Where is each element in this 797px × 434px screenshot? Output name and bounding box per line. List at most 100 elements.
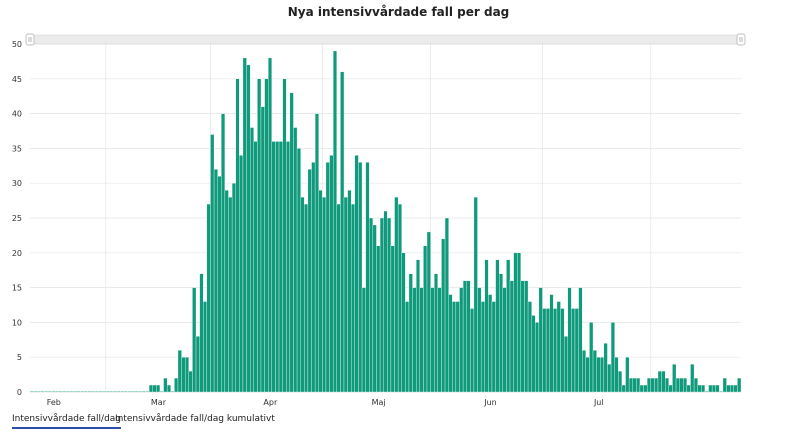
bar[interactable] (358, 162, 363, 393)
bar[interactable] (44, 391, 49, 393)
bar[interactable] (693, 377, 698, 393)
bar[interactable] (188, 370, 193, 393)
bar[interactable] (109, 391, 114, 393)
bar[interactable] (329, 155, 334, 393)
bar[interactable] (444, 217, 449, 393)
bar[interactable] (94, 391, 99, 393)
bar[interactable] (203, 301, 208, 393)
bar[interactable] (65, 391, 70, 393)
bar[interactable] (217, 176, 222, 393)
bar[interactable] (603, 343, 608, 393)
bar[interactable] (152, 384, 157, 393)
bar[interactable] (628, 377, 633, 393)
bar[interactable] (296, 148, 301, 393)
bar[interactable] (426, 231, 431, 393)
bar[interactable] (242, 57, 247, 393)
bar[interactable] (722, 377, 727, 393)
bar[interactable] (354, 155, 359, 393)
bar[interactable] (488, 294, 493, 393)
tab-daily-cases[interactable]: Intensivvårdade fall/dag (12, 414, 122, 429)
bar[interactable] (336, 203, 341, 393)
bar[interactable] (40, 391, 45, 393)
bar[interactable] (159, 391, 164, 393)
bar[interactable] (408, 273, 413, 393)
bar[interactable] (607, 363, 612, 393)
bar[interactable] (704, 391, 709, 393)
bar[interactable] (563, 336, 568, 393)
bar[interactable] (69, 391, 74, 393)
bar[interactable] (376, 245, 381, 393)
bar[interactable] (672, 363, 677, 393)
bar[interactable] (499, 273, 503, 393)
bar[interactable] (325, 162, 330, 393)
bar[interactable] (351, 203, 355, 393)
bar[interactable] (394, 196, 399, 393)
bar[interactable] (278, 141, 283, 393)
bar[interactable] (145, 391, 150, 393)
bar[interactable] (289, 92, 294, 393)
bar[interactable] (726, 384, 731, 393)
bar[interactable] (138, 391, 143, 393)
bar[interactable] (614, 357, 619, 393)
range-slider[interactable] (25, 33, 746, 46)
bar[interactable] (535, 322, 540, 393)
bar[interactable] (466, 280, 471, 393)
bar[interactable] (585, 357, 590, 393)
bar[interactable] (239, 155, 244, 393)
bar[interactable] (502, 287, 507, 393)
bar[interactable] (589, 322, 594, 393)
bar[interactable] (29, 391, 34, 393)
bar[interactable] (246, 64, 251, 393)
bar[interactable] (120, 391, 125, 393)
bar[interactable] (185, 357, 189, 393)
bar[interactable] (412, 287, 417, 393)
bar[interactable] (686, 384, 691, 393)
bar[interactable] (51, 391, 56, 393)
bar[interactable] (416, 259, 420, 393)
bar[interactable] (170, 391, 175, 393)
bar[interactable] (690, 363, 695, 393)
bar[interactable] (307, 169, 312, 393)
bar[interactable] (311, 162, 316, 393)
bar[interactable] (646, 377, 651, 393)
bar[interactable] (542, 308, 547, 393)
bar[interactable] (733, 384, 738, 393)
bar[interactable] (58, 391, 63, 393)
bar[interactable] (600, 357, 605, 393)
bar[interactable] (480, 301, 485, 393)
bar[interactable] (675, 377, 680, 393)
bar[interactable] (495, 259, 500, 393)
bar[interactable] (73, 391, 78, 393)
bar[interactable] (592, 350, 597, 393)
bar[interactable] (390, 245, 395, 393)
bar[interactable] (430, 287, 435, 393)
bar[interactable] (560, 308, 565, 393)
bar[interactable] (300, 196, 305, 393)
bar[interactable] (199, 273, 204, 393)
bar[interactable] (249, 127, 254, 393)
bar[interactable] (235, 78, 240, 393)
bar[interactable] (462, 280, 467, 393)
tab-cumulative-cases[interactable]: Intensivvårdade fall/dag kumulativt (115, 414, 275, 424)
bar[interactable] (531, 315, 536, 393)
bar[interactable] (639, 384, 644, 393)
bar[interactable] (509, 280, 514, 393)
bar[interactable] (87, 391, 92, 393)
bar[interactable] (538, 287, 543, 393)
bar[interactable] (62, 391, 67, 393)
bar[interactable] (369, 217, 374, 393)
bar[interactable] (423, 245, 428, 393)
bar[interactable] (365, 162, 370, 393)
bar[interactable] (47, 391, 52, 393)
bar[interactable] (134, 391, 139, 393)
bar[interactable] (141, 391, 146, 393)
bar[interactable] (55, 391, 60, 393)
bar[interactable] (314, 113, 319, 393)
bar[interactable] (105, 391, 110, 393)
bar[interactable] (448, 294, 453, 393)
bar[interactable] (383, 210, 388, 393)
bar[interactable] (401, 252, 406, 393)
bar[interactable] (650, 377, 655, 393)
bar[interactable] (549, 294, 554, 393)
bar[interactable] (697, 384, 702, 393)
